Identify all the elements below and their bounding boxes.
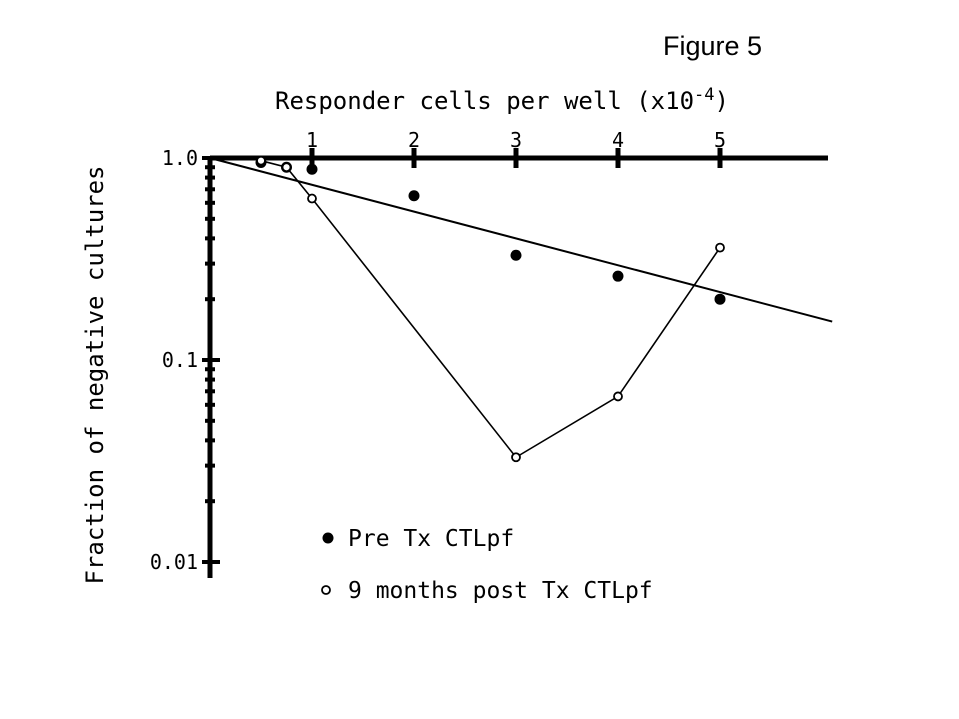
x-tick-label-1: 1 <box>306 128 318 152</box>
data-point-post-tx <box>307 193 317 204</box>
axes: 1 2 3 4 5 1.0 0.1 0.01 <box>150 128 828 578</box>
data-point-pre-tx <box>612 270 624 282</box>
data-point-post-tx <box>613 391 623 402</box>
data-point-pre-tx <box>408 190 420 202</box>
y-axis-title: Fraction of negative cultures <box>81 165 109 584</box>
legend-label-series-0: Pre Tx CTLpf <box>348 526 514 552</box>
data-point-post-tx <box>511 452 521 463</box>
x-axis-title: Responder cells per well (x10-4) <box>275 85 729 115</box>
data-marks-layer <box>255 155 726 463</box>
data-point-post-tx <box>281 162 292 173</box>
fit-line-series-0 <box>209 157 833 323</box>
fit-line-layer <box>209 157 833 323</box>
data-point-post-tx <box>715 242 725 253</box>
x-tick-label-2: 2 <box>408 128 420 152</box>
x-axis-title-main: Responder cells per well (x10 <box>275 87 694 115</box>
x-tick-label-3: 3 <box>510 128 522 152</box>
x-tick-label-4: 4 <box>612 128 624 152</box>
data-point-pre-tx <box>306 163 318 175</box>
legend: Pre Tx CTLpf 9 months post Tx CTLpf <box>321 526 653 604</box>
x-tick-label-5: 5 <box>714 128 726 152</box>
legend-marker-filled-circle <box>322 532 334 544</box>
series-line-1 <box>260 159 721 459</box>
x-axis-title-close: ) <box>715 87 729 115</box>
y-tick-label-0.01: 0.01 <box>150 550 198 574</box>
legend-label-series-1: 9 months post Tx CTLpf <box>348 578 653 604</box>
data-point-post-tx <box>256 155 266 166</box>
y-tick-label-1.0: 1.0 <box>162 146 198 170</box>
legend-marker-open-circle <box>321 585 331 595</box>
data-point-pre-tx <box>714 293 726 305</box>
figure-title: Figure 5 <box>663 31 762 61</box>
x-axis-title-exponent: -4 <box>694 85 714 105</box>
data-point-pre-tx <box>510 249 522 261</box>
y-tick-label-0.1: 0.1 <box>162 348 198 372</box>
